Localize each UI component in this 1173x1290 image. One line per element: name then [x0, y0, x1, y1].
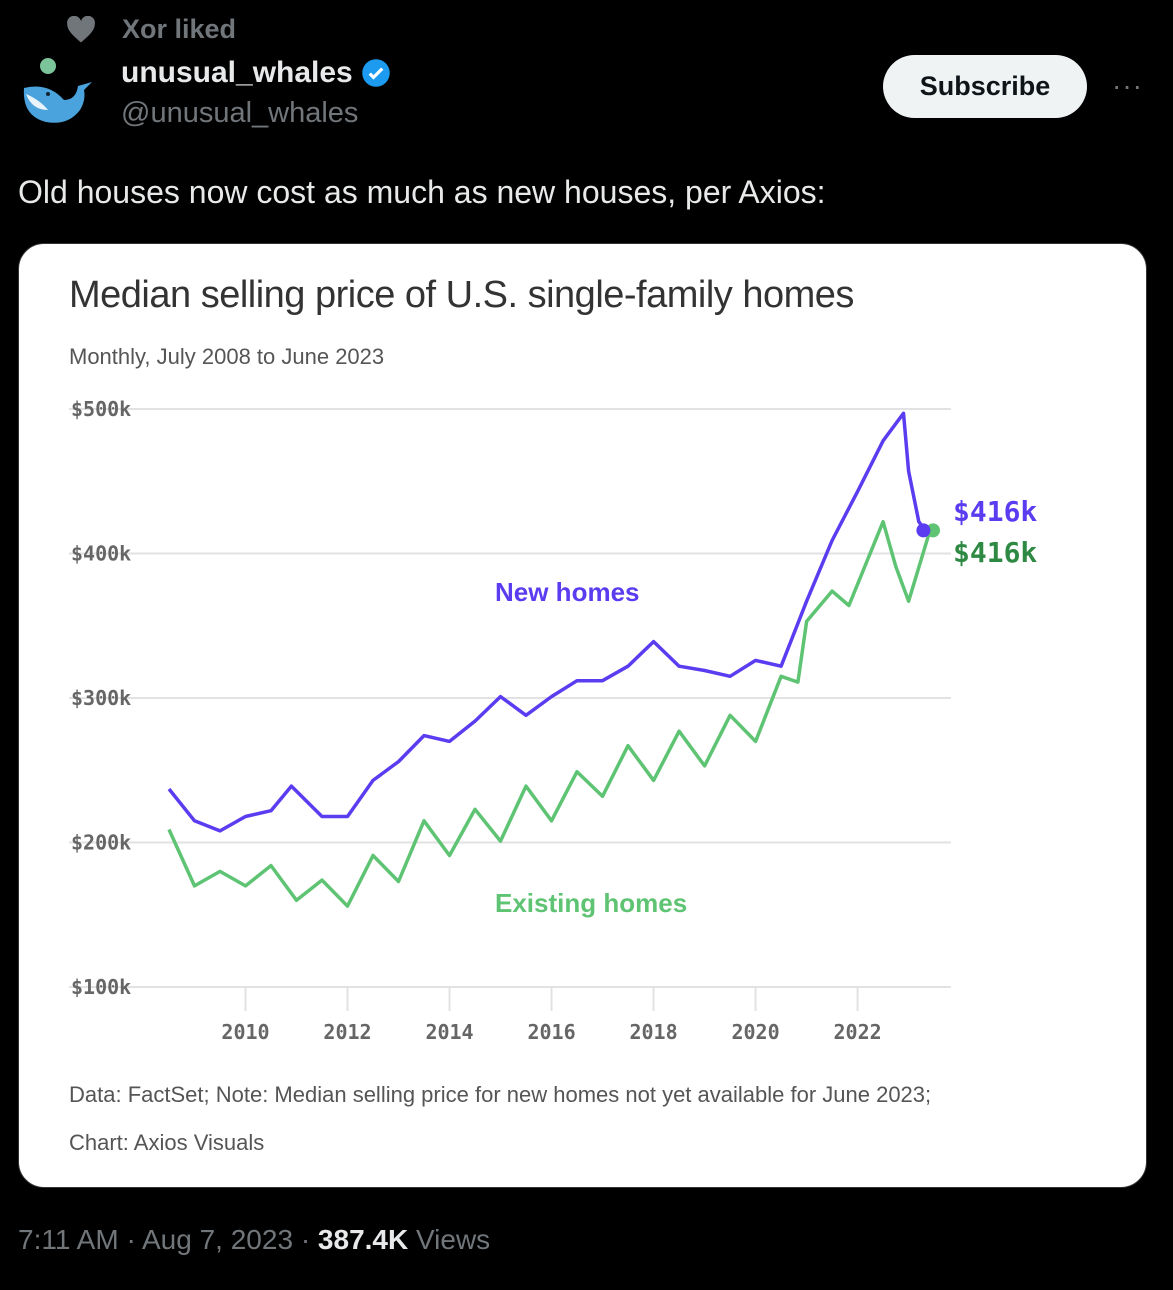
- y-tick-label: $100k: [71, 975, 131, 999]
- x-tick-label: 2012: [323, 1020, 371, 1044]
- end-value-label: $416k: [953, 536, 1037, 569]
- chart-subtitle: Monthly, July 2008 to June 2023: [69, 344, 385, 369]
- views-label: Views: [416, 1224, 491, 1255]
- y-tick-label: $200k: [71, 831, 131, 855]
- tweet-meta: 7:11 AM · Aug 7, 2023 · 387.4K Views: [18, 1224, 490, 1256]
- verified-badge-icon: [362, 59, 390, 87]
- x-tick-label: 2016: [527, 1020, 575, 1044]
- chart-title: Median selling price of U.S. single-fami…: [69, 274, 854, 316]
- chart-credit: Chart: Axios Visuals: [69, 1130, 265, 1155]
- author-name-text: unusual_whales: [121, 56, 353, 89]
- end-value-label: $416k: [953, 495, 1037, 528]
- tweet-text: Old houses now cost as much as new house…: [18, 174, 826, 210]
- line-chart: $500k $400k $300k $200k $100k 2010 2012 2014 201…: [69, 397, 1037, 1044]
- liked-label: Xor liked: [122, 14, 237, 44]
- more-options-icon[interactable]: ···: [1112, 70, 1143, 101]
- whale-avatar-icon: [23, 58, 92, 123]
- x-tick-label: 2014: [425, 1020, 473, 1044]
- social-context: Xor liked: [66, 14, 236, 45]
- existing-homes-label: Existing homes: [495, 888, 687, 918]
- author-name[interactable]: unusual_whales: [121, 56, 391, 90]
- y-tick-label: $500k: [71, 397, 131, 421]
- end-point: [926, 523, 940, 538]
- x-tick-label: 2010: [221, 1020, 269, 1044]
- y-tick-label: $400k: [71, 542, 131, 566]
- new-homes-line: [167, 411, 927, 833]
- chart-image-card[interactable]: Median selling price of U.S. single-fami…: [18, 243, 1147, 1188]
- avatar[interactable]: [18, 56, 96, 134]
- subscribe-button[interactable]: Subscribe: [883, 55, 1087, 118]
- x-tick-label: 2018: [629, 1020, 677, 1044]
- author-handle[interactable]: @unusual_whales: [121, 97, 359, 129]
- y-tick-label: $300k: [71, 686, 131, 710]
- end-point: [916, 523, 931, 538]
- heart-icon: [67, 15, 95, 42]
- tweet-time[interactable]: 7:11 AM: [18, 1224, 119, 1255]
- tweet-date[interactable]: Aug 7, 2023: [142, 1224, 294, 1255]
- views-count: 387.4K: [317, 1224, 409, 1255]
- separator: ·: [300, 1224, 311, 1255]
- chart-note: Data: FactSet; Note: Median selling pric…: [69, 1082, 932, 1107]
- separator: ·: [126, 1224, 136, 1255]
- existing-homes-line: [167, 519, 932, 908]
- new-homes-label: New homes: [495, 577, 640, 607]
- x-tick-label: 2022: [833, 1020, 881, 1044]
- x-tick-label: 2020: [731, 1020, 779, 1044]
